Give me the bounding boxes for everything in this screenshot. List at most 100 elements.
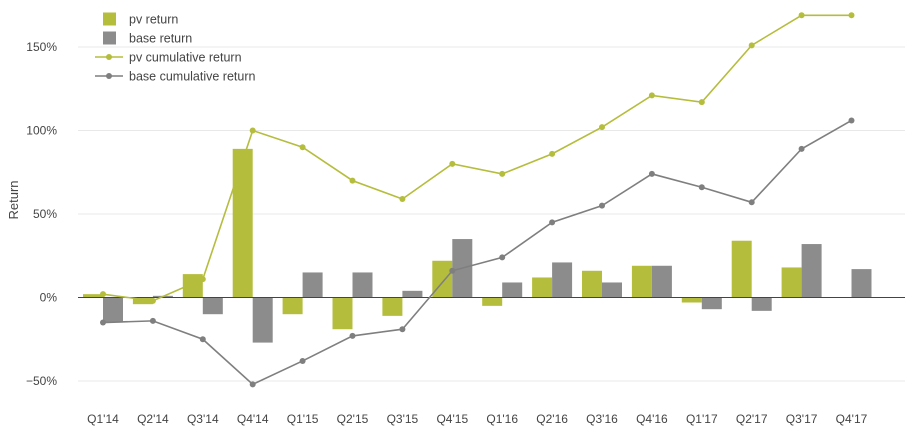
base-cumulative-return-point[interactable] bbox=[798, 145, 805, 152]
x-tick-label: Q4'16 bbox=[636, 412, 668, 426]
legend-item[interactable]: base return bbox=[103, 31, 192, 46]
base-return-bar[interactable] bbox=[352, 272, 373, 298]
base-cumulative-return-point[interactable] bbox=[698, 184, 705, 191]
pv-cumulative-return-line bbox=[102, 14, 852, 302]
base-return-bar[interactable] bbox=[402, 290, 423, 298]
x-tick-label: Q3'15 bbox=[387, 412, 419, 426]
pv-cumulative-return-point[interactable] bbox=[249, 127, 256, 134]
legend-marker bbox=[106, 73, 112, 79]
x-tick-label: Q2'17 bbox=[736, 412, 768, 426]
x-tick-label: Q1'16 bbox=[486, 412, 518, 426]
pv-return-bar[interactable] bbox=[83, 294, 103, 298]
x-tick-label: Q3'14 bbox=[187, 412, 219, 426]
y-tick-label: 150% bbox=[26, 40, 57, 54]
x-tick-label: Q4'15 bbox=[436, 412, 468, 426]
x-tick-label: Q1'14 bbox=[87, 412, 119, 426]
base-return-bar[interactable] bbox=[502, 282, 523, 298]
legend-item[interactable]: pv cumulative return bbox=[95, 51, 242, 65]
base-return-bar[interactable] bbox=[751, 297, 772, 311]
base-cumulative-return-point[interactable] bbox=[349, 332, 356, 339]
pv-return-bar[interactable] bbox=[731, 240, 752, 298]
pv-return-bar[interactable] bbox=[432, 260, 453, 298]
legend-swatch bbox=[103, 31, 116, 45]
x-tick-label: Q4'14 bbox=[237, 412, 269, 426]
pv-cumulative-return-point[interactable] bbox=[399, 195, 406, 202]
base-return-bar[interactable] bbox=[701, 297, 722, 310]
base-return-bar[interactable] bbox=[552, 262, 573, 298]
base-return-bar[interactable] bbox=[651, 265, 672, 298]
pv-cumulative-return-point[interactable] bbox=[648, 92, 655, 99]
pv-return-bar[interactable] bbox=[182, 274, 203, 298]
pv-cumulative-return-point[interactable] bbox=[199, 276, 206, 283]
base-return-bar[interactable] bbox=[801, 244, 822, 298]
pv-cumulative-return-point[interactable] bbox=[748, 42, 755, 49]
pv-return-bar[interactable] bbox=[482, 297, 503, 306]
base-return-bar[interactable] bbox=[302, 272, 323, 298]
pv-return-bar[interactable] bbox=[332, 297, 353, 330]
bar-layer bbox=[83, 148, 872, 343]
x-tick-label: Q1'15 bbox=[287, 412, 319, 426]
base-cumulative-return-line bbox=[102, 119, 852, 386]
grid-layer bbox=[78, 46, 905, 382]
legend-swatch bbox=[103, 12, 116, 26]
legend-label: pv return bbox=[129, 13, 178, 27]
pv-cumulative-return-point[interactable] bbox=[499, 170, 506, 177]
pv-return-bar[interactable] bbox=[631, 265, 652, 298]
base-return-bar[interactable] bbox=[602, 282, 622, 298]
pv-cumulative-return-point[interactable] bbox=[149, 297, 156, 304]
x-tick-label: Q3'16 bbox=[586, 412, 618, 426]
pv-return-bar[interactable] bbox=[582, 270, 602, 298]
pv-return-bar[interactable] bbox=[681, 297, 702, 303]
pv-cumulative-return-point[interactable] bbox=[698, 99, 705, 106]
base-cumulative-return-point[interactable] bbox=[499, 254, 506, 261]
base-cumulative-return-point[interactable] bbox=[648, 170, 655, 177]
legend: pv return base return pv cumulative return… bbox=[95, 12, 256, 84]
legend-label: base cumulative return bbox=[129, 70, 256, 84]
y-tick-label: 0% bbox=[40, 291, 58, 305]
y-tick-label: 100% bbox=[26, 124, 57, 138]
line-layer bbox=[100, 12, 855, 388]
base-cumulative-return-point[interactable] bbox=[449, 267, 456, 274]
axis-layer: −50% 0% 50% 100% 150% Q1'14 Q2'14 Q3'14 Q4'14 Q1'… bbox=[26, 40, 868, 426]
base-return-bar[interactable] bbox=[103, 297, 123, 323]
pv-return-bar[interactable] bbox=[532, 277, 553, 298]
pv-return-bar[interactable] bbox=[132, 297, 153, 305]
legend-item[interactable]: pv return bbox=[103, 12, 178, 27]
base-return-bar[interactable] bbox=[252, 297, 273, 343]
legend-item[interactable]: base cumulative return bbox=[95, 70, 256, 84]
base-cumulative-return-point[interactable] bbox=[599, 202, 605, 209]
base-cumulative-return-point[interactable] bbox=[399, 326, 406, 333]
x-tick-label: Q2'14 bbox=[137, 412, 169, 426]
base-return-bar[interactable] bbox=[202, 297, 223, 315]
pv-cumulative-return-point[interactable] bbox=[798, 12, 805, 19]
pv-return-bar[interactable] bbox=[232, 148, 253, 298]
x-tick-label: Q2'15 bbox=[337, 412, 369, 426]
base-cumulative-return-point[interactable] bbox=[848, 117, 855, 124]
x-tick-label: Q2'16 bbox=[536, 412, 568, 426]
pv-cumulative-return-point[interactable] bbox=[449, 160, 456, 167]
x-tick-label: Q4'17 bbox=[836, 412, 868, 426]
legend-label: pv cumulative return bbox=[129, 51, 242, 65]
base-cumulative-return-point[interactable] bbox=[100, 319, 106, 326]
base-cumulative-return-point[interactable] bbox=[199, 336, 206, 343]
pv-return-bar[interactable] bbox=[282, 297, 303, 315]
pv-cumulative-return-point[interactable] bbox=[549, 150, 556, 157]
base-return-bar[interactable] bbox=[851, 269, 872, 298]
pv-cumulative-return-point[interactable] bbox=[599, 124, 605, 131]
pv-return-bar[interactable] bbox=[781, 267, 802, 298]
base-cumulative-return-point[interactable] bbox=[549, 219, 556, 226]
pv-cumulative-return-point[interactable] bbox=[299, 144, 306, 151]
x-tick-label: Q3'17 bbox=[786, 412, 818, 426]
base-cumulative-return-point[interactable] bbox=[249, 381, 256, 388]
pv-cumulative-return-point[interactable] bbox=[100, 291, 106, 298]
pv-return-bar[interactable] bbox=[382, 297, 403, 316]
pv-cumulative-return-point[interactable] bbox=[848, 12, 855, 19]
legend-label: base return bbox=[129, 32, 192, 46]
base-cumulative-return-point[interactable] bbox=[748, 199, 755, 206]
base-cumulative-return-point[interactable] bbox=[149, 317, 156, 324]
pv-cumulative-return-point[interactable] bbox=[349, 177, 356, 184]
base-cumulative-return-point[interactable] bbox=[299, 357, 306, 364]
x-tick-label: Q1'17 bbox=[686, 412, 718, 426]
